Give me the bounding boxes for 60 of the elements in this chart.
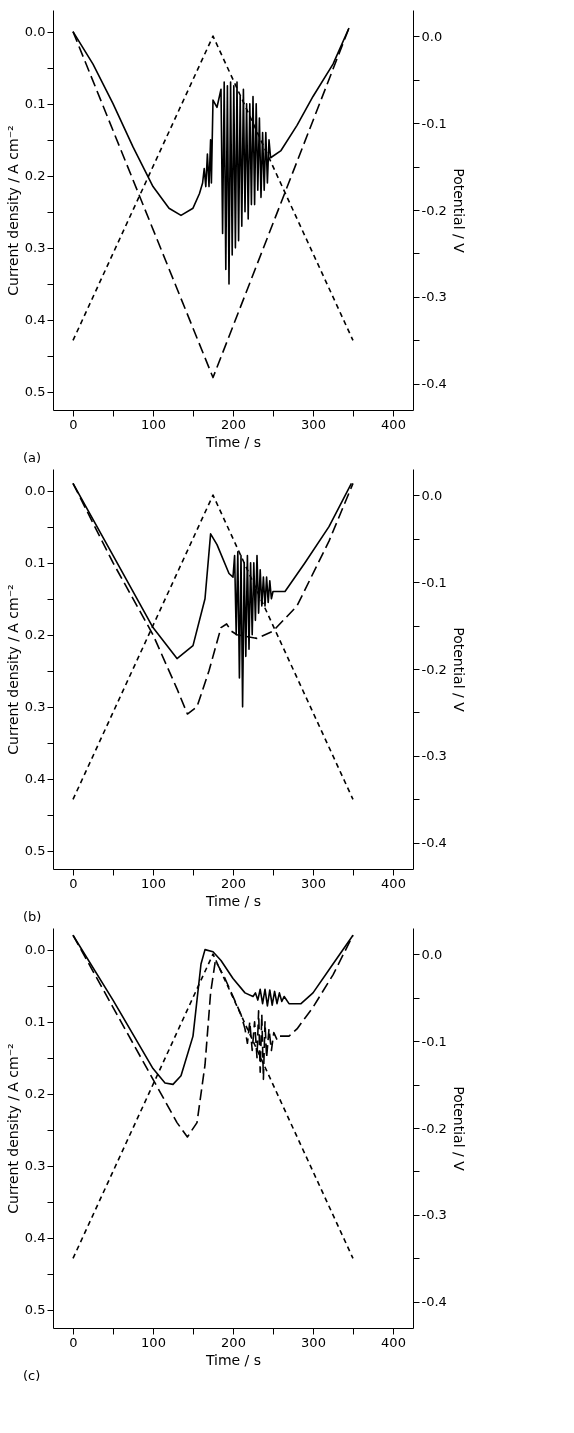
- x-tick-label: 200: [221, 875, 246, 891]
- y-tick-label: 0.1: [24, 96, 46, 112]
- y-tick-label: 0.3: [24, 240, 46, 256]
- y-tick-label: 0.1: [24, 1014, 46, 1030]
- y-tick-label: 0.0: [24, 483, 46, 499]
- x-axis-title: Time / s: [204, 433, 262, 450]
- y2-axis-title: Potential / V: [450, 168, 467, 254]
- y2-axis-title: Potential / V: [450, 1086, 467, 1172]
- y-tick-label: 0.2: [24, 1086, 46, 1102]
- y-tick-label: 0.1: [24, 555, 46, 571]
- y2-tick-label: -0.4: [421, 1294, 447, 1310]
- y2-tick-label: -0.2: [421, 1120, 447, 1136]
- y-tick-label: 0.0: [24, 942, 46, 958]
- y2-tick-label: -0.3: [421, 1207, 447, 1223]
- x-tick-label: 100: [141, 416, 166, 432]
- y2-tick-label: -0.1: [421, 1033, 447, 1049]
- x-tick-label: 300: [301, 1334, 326, 1350]
- y2-tick-label: -0.4: [421, 835, 447, 851]
- y-tick-label: 0.4: [24, 312, 46, 328]
- x-tick-label: 400: [381, 1334, 406, 1350]
- y2-tick-label: -0.4: [421, 376, 447, 392]
- x-tick-label: 300: [301, 416, 326, 432]
- text: (c): [23, 1368, 41, 1383]
- y-tick-label: 0.3: [24, 1158, 46, 1174]
- x-tick-label: 100: [141, 1334, 166, 1350]
- y-tick-label: 0.4: [24, 771, 46, 787]
- y2-tick-label: 0.0: [421, 487, 443, 503]
- text: (a): [23, 450, 42, 465]
- x-tick-label: 0: [69, 416, 78, 432]
- y-axis-title: Current density / A cm⁻²: [4, 125, 21, 296]
- y-tick-label: 0.2: [24, 168, 46, 184]
- y2-axis-title: Potential / V: [450, 627, 467, 713]
- y-axis-title: Current density / A cm⁻²: [4, 584, 21, 755]
- x-tick-label: 100: [141, 875, 166, 891]
- y-tick-label: 0.4: [24, 1230, 46, 1246]
- y-tick-label: 0.0: [24, 24, 46, 40]
- y2-tick-label: -0.2: [421, 661, 447, 677]
- x-tick-label: 400: [381, 416, 406, 432]
- y2-tick-label: 0.0: [421, 946, 443, 962]
- x-axis-title: Time / s: [204, 892, 262, 909]
- y-tick-label: 0.5: [24, 384, 46, 400]
- y-tick-label: 0.2: [24, 627, 46, 643]
- text: (b): [23, 909, 42, 924]
- x-tick-label: 200: [221, 416, 246, 432]
- x-tick-label: 400: [381, 875, 406, 891]
- x-tick-label: 300: [301, 875, 326, 891]
- y-tick-label: 0.3: [24, 699, 46, 715]
- x-axis-title: Time / s: [204, 1351, 262, 1368]
- y2-tick-label: 0.0: [421, 28, 443, 44]
- y2-tick-label: -0.1: [421, 574, 447, 590]
- y-tick-label: 0.5: [24, 1302, 46, 1318]
- y2-tick-label: -0.1: [421, 115, 447, 131]
- y2-tick-label: -0.3: [421, 289, 447, 305]
- x-tick-label: 200: [221, 1334, 246, 1350]
- y2-tick-label: -0.2: [421, 202, 447, 218]
- x-tick-label: 0: [69, 1334, 78, 1350]
- y-axis-title: Current density / A cm⁻²: [4, 1043, 21, 1214]
- y-tick-label: 0.5: [24, 843, 46, 859]
- x-tick-label: 0: [69, 875, 78, 891]
- y2-tick-label: -0.3: [421, 748, 447, 764]
